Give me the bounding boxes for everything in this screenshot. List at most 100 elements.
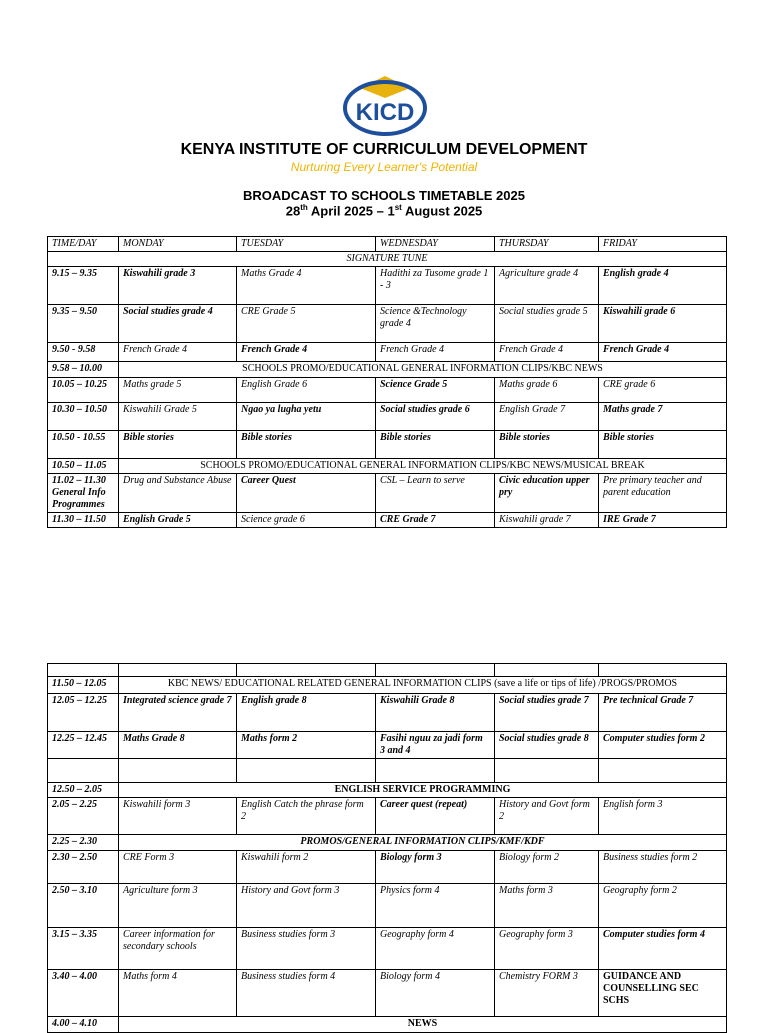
table-cell: 10.50 – 11.05 bbox=[47, 458, 119, 474]
table-cell: Geography form 4 bbox=[375, 927, 495, 970]
column-header: THURSDAY bbox=[494, 236, 599, 252]
column-header: FRIDAY bbox=[598, 236, 727, 252]
title: KENYA INSTITUTE OF CURRICULUM DEVELOPMEN… bbox=[180, 141, 588, 158]
table-cell: Kiswahili form 2 bbox=[236, 850, 376, 884]
date-part: April 2025 – 1 bbox=[307, 203, 395, 219]
table-cell: Kiswahili grade 7 bbox=[494, 512, 599, 528]
table-cell: Fasihi nguu za jadi form 3 and 4 bbox=[375, 731, 495, 759]
table-cell: English form 3 bbox=[598, 797, 727, 835]
dates: 28th April 2025 – 1st August 2025 bbox=[0, 203, 768, 218]
table-cell: 12.05 – 12.25 bbox=[47, 693, 119, 732]
table-cell: 12.25 – 12.45 bbox=[47, 731, 119, 759]
table-cell: Ngao ya lugha yetu bbox=[236, 402, 376, 431]
date-part: 28 bbox=[285, 203, 301, 219]
table-cell bbox=[598, 663, 727, 677]
table-row: TIME/DAY MONDAY TUESDAY WEDNESDAY THURSDAY FR… bbox=[47, 236, 727, 252]
table-cell: CRE Form 3 bbox=[118, 850, 237, 884]
tagline: Nurturing Every Learner's Potential bbox=[290, 160, 478, 174]
table-cell: CRE Grade 5 bbox=[236, 304, 376, 343]
table-row: 10.50 – 11.05 SCHOOLS PROMO/EDUCATIONAL G… bbox=[47, 458, 727, 474]
table-cell: Biology form 4 bbox=[375, 969, 495, 1017]
table-cell bbox=[598, 758, 727, 783]
table-cell: Maths form 4 bbox=[118, 969, 237, 1017]
table-cell bbox=[375, 758, 495, 783]
table-row: 9.35 – 9.50 Social studies grade 4 CRE Gra… bbox=[47, 304, 727, 343]
table-cell: 9.35 – 9.50 bbox=[47, 304, 119, 343]
table-cell: PROMOS/GENERAL INFORMATION CLIPS/KMF/KDF bbox=[118, 834, 727, 851]
table-cell: 3.15 – 3.35 bbox=[47, 927, 119, 970]
table-row: 11.50 – 12.05 KBC NEWS/ EDUCATIONAL RELAT… bbox=[47, 676, 727, 694]
table-cell: Social studies grade 5 bbox=[494, 304, 599, 343]
table-cell: History and Govt form 2 bbox=[494, 797, 599, 835]
table-row: 2.30 – 2.50 CRE Form 3 Kiswahili form 2 Bio… bbox=[47, 850, 727, 884]
table-row: 11.30 – 11.50 English Grade 5 Science grad… bbox=[47, 512, 727, 528]
table-cell: IRE Grade 7 bbox=[598, 512, 727, 528]
table-cell: Biology form 2 bbox=[494, 850, 599, 884]
table-row: 2.25 – 2.30 PROMOS/GENERAL INFORMATION CL… bbox=[47, 834, 727, 851]
table-cell: 11.50 – 12.05 bbox=[47, 676, 119, 694]
logo-text: KICD bbox=[356, 99, 415, 126]
table-row: 2.05 – 2.25 Kiswahili form 3 English Catch… bbox=[47, 797, 727, 835]
table-row: SIGNATURE TUNE bbox=[47, 251, 727, 267]
table-cell: English grade 8 bbox=[236, 693, 376, 732]
table-row: 10.50 - 10.55 Bible stories Bible stories B… bbox=[47, 430, 727, 459]
table-cell: Business studies form 2 bbox=[598, 850, 727, 884]
table-row bbox=[47, 758, 727, 783]
table-cell: Bible stories bbox=[494, 430, 599, 459]
table-cell bbox=[118, 663, 237, 677]
table-row: 12.50 – 2.05 ENGLISH SERVICE PROGRAMMING bbox=[47, 782, 727, 798]
table-cell: Business studies form 3 bbox=[236, 927, 376, 970]
table-cell: Social studies grade 7 bbox=[494, 693, 599, 732]
table-cell: SCHOOLS PROMO/EDUCATIONAL GENERAL INFORM… bbox=[118, 361, 727, 378]
table-cell: Maths Grade 8 bbox=[118, 731, 237, 759]
table-cell: Business studies form 4 bbox=[236, 969, 376, 1017]
column-header: TUESDAY bbox=[236, 236, 376, 252]
subtitle: BROADCAST TO SCHOOLS TIMETABLE 2025 bbox=[243, 188, 525, 203]
table-cell: Bible stories bbox=[118, 430, 237, 459]
table-cell: Physics form 4 bbox=[375, 883, 495, 928]
table-cell: 9.15 – 9.35 bbox=[47, 266, 119, 305]
table-cell: Drug and Substance Abuse bbox=[118, 473, 237, 513]
table-row: 4.00 – 4.10 NEWS bbox=[47, 1016, 727, 1033]
table-cell: Geography form 3 bbox=[494, 927, 599, 970]
table-cell: 10.30 – 10.50 bbox=[47, 402, 119, 431]
table-cell: 2.50 – 3.10 bbox=[47, 883, 119, 928]
table-cell: Kiswahili grade 6 bbox=[598, 304, 727, 343]
table-cell: Pre technical Grade 7 bbox=[598, 693, 727, 732]
table-cell: French Grade 4 bbox=[236, 342, 376, 362]
table-cell: English grade 4 bbox=[598, 266, 727, 305]
table-cell: Maths grade 7 bbox=[598, 402, 727, 431]
table-cell: Science &Technology grade 4 bbox=[375, 304, 495, 343]
table-cell: Bible stories bbox=[598, 430, 727, 459]
table-cell: NEWS bbox=[118, 1016, 727, 1033]
table-cell: Social studies grade 8 bbox=[494, 731, 599, 759]
table-cell bbox=[236, 663, 376, 677]
table-cell bbox=[47, 758, 119, 783]
table-cell: French Grade 4 bbox=[494, 342, 599, 362]
table-cell bbox=[494, 663, 599, 677]
table-cell: Hadithi za Tusome grade 1 - 3 bbox=[375, 266, 495, 305]
table-cell: Career information for secondary schools bbox=[118, 927, 237, 970]
table-cell: Maths grade 6 bbox=[494, 377, 599, 403]
table-cell: Pre primary teacher and parent education bbox=[598, 473, 727, 513]
table-row: 9.58 – 10.00 SCHOOLS PROMO/EDUCATIONAL GE… bbox=[47, 361, 727, 378]
table-cell bbox=[494, 758, 599, 783]
table-cell: Kiswahili Grade 8 bbox=[375, 693, 495, 732]
table-cell bbox=[236, 758, 376, 783]
table-cell: Integrated science grade 7 bbox=[118, 693, 237, 732]
table-cell: English Grade 5 bbox=[118, 512, 237, 528]
table-cell: CRE grade 6 bbox=[598, 377, 727, 403]
table-cell: Career Quest bbox=[236, 473, 376, 513]
table-cell: Social studies grade 4 bbox=[118, 304, 237, 343]
table-cell bbox=[47, 663, 119, 677]
table-cell: GUIDANCE AND COUNSELLING SEC SCHS bbox=[598, 969, 727, 1017]
table-cell: Bible stories bbox=[236, 430, 376, 459]
table-row: 3.40 – 4.00 Maths form 4 Business studies … bbox=[47, 969, 727, 1017]
table-cell: Career quest (repeat) bbox=[375, 797, 495, 835]
table-cell: Science grade 6 bbox=[236, 512, 376, 528]
table-cell: Kiswahili form 3 bbox=[118, 797, 237, 835]
table-cell: 3.40 – 4.00 bbox=[47, 969, 119, 1017]
